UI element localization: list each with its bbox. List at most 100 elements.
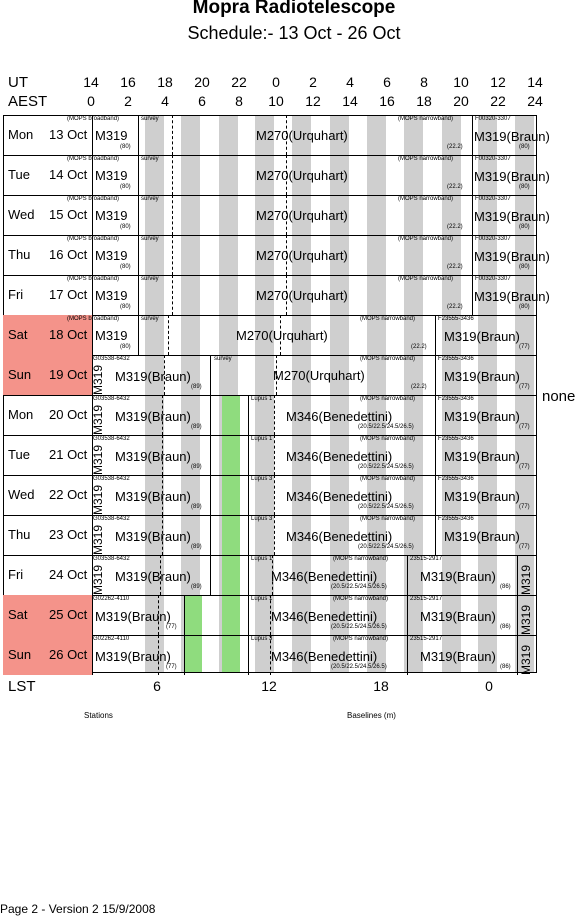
block-divider	[517, 635, 518, 675]
grey-band	[478, 115, 497, 673]
lst-dash	[158, 595, 159, 635]
source-label: F00320-3307	[475, 196, 511, 202]
row-divider	[3, 235, 537, 236]
lst-dash	[274, 515, 275, 555]
block-divider	[517, 595, 518, 635]
mops-narrowband-label: (MOPS narrowband)	[333, 556, 389, 562]
lst-dash	[162, 435, 163, 475]
m346-label: M346(Benedettini)	[286, 489, 393, 504]
row-divider	[3, 555, 537, 556]
block-divider	[407, 555, 408, 595]
source-label: G03538-6432	[93, 396, 130, 402]
m270-label: M270(Urquhart)	[256, 128, 348, 143]
block-divider	[472, 155, 473, 195]
block-divider	[248, 435, 249, 475]
lupus-label: Lupus 1	[251, 596, 273, 602]
m270-label: M270(Urquhart)	[273, 368, 365, 383]
block-divider	[138, 155, 139, 195]
block-divider	[472, 235, 473, 275]
day-name: Wed	[8, 207, 35, 222]
m319-braun-label: M319(Braun)	[115, 409, 191, 424]
day-label: Fri 17 Oct	[3, 275, 93, 315]
lst-tick: 12	[261, 678, 277, 694]
source-label: 23515-2917	[410, 556, 443, 562]
block-divider	[472, 115, 473, 155]
block-divider	[184, 635, 185, 675]
page-title: Mopra Radiotelescope	[192, 0, 396, 18]
stations-count: (80)	[120, 184, 131, 190]
stations-count: (77)	[519, 384, 530, 390]
baseline-label: (20.5/22.5/24.5/26.5)	[331, 584, 387, 590]
m319-vertical-label: M319	[91, 364, 105, 395]
survey-label: survey	[141, 156, 159, 162]
lst-dash	[286, 115, 287, 155]
mops-narrowband-label: (MOPS narrowband)	[398, 156, 454, 162]
aest-tick: 0	[87, 93, 95, 109]
source-label: F23555-3436	[438, 476, 474, 482]
block-divider	[248, 555, 249, 595]
m319-braun-label: M319(Braun)	[115, 449, 191, 464]
block-divider	[407, 635, 408, 675]
block-divider	[210, 475, 211, 515]
day-date: 26 Oct	[49, 647, 88, 662]
day-label: Sat 18 Oct	[3, 315, 93, 355]
source-label: F00320-3307	[475, 116, 511, 122]
ut-tick: 0	[272, 74, 280, 90]
block-divider	[138, 275, 139, 315]
block-divider	[472, 195, 473, 235]
lupus-label: Lupus 1	[251, 396, 273, 402]
source-label: G03538-6432	[93, 476, 130, 482]
day-name: Tue	[8, 167, 30, 182]
lst-dash	[274, 475, 275, 515]
m319-label: M319	[95, 168, 128, 183]
ut-tick: 20	[194, 74, 210, 90]
aest-tick: 18	[416, 93, 432, 109]
stations-count: (80)	[120, 344, 131, 350]
day-date: 21 Oct	[49, 447, 88, 462]
m270-label: M270(Urquhart)	[236, 328, 328, 343]
ut-tick: 22	[231, 74, 247, 90]
ut-tick: 10	[453, 74, 469, 90]
m319-vertical-label: M319	[519, 644, 533, 675]
day-name: Fri	[8, 567, 24, 582]
stations-count: (89)	[191, 464, 202, 470]
day-name: Sat	[8, 607, 28, 622]
day-name: Wed	[8, 487, 35, 502]
lupus-label: Lupus 3	[251, 516, 273, 522]
source-label: G02262-4110	[93, 636, 130, 642]
mops-narrowband-label: (MOPS narrowband)	[360, 516, 416, 522]
row-divider	[3, 155, 537, 156]
baseline-label: (22.2)	[447, 264, 463, 270]
block-divider	[248, 515, 249, 555]
baseline-label: (22.2)	[411, 344, 427, 350]
stations-label: Stations	[84, 711, 113, 720]
lst-dash	[164, 355, 165, 395]
stations-count: (89)	[191, 544, 202, 550]
lst-dash	[270, 635, 271, 675]
lst-dash	[172, 115, 173, 155]
day-label: Sun 19 Oct	[3, 355, 93, 395]
row-divider	[3, 435, 537, 436]
row-divider	[3, 275, 537, 276]
day-date: 14 Oct	[49, 167, 88, 182]
block-divider	[210, 555, 211, 595]
row-divider	[3, 355, 537, 356]
day-name: Sun	[8, 367, 32, 382]
day-label: Thu 16 Oct	[3, 235, 93, 275]
m319-braun-label: M319(Braun)	[420, 569, 496, 584]
day-date: 15 Oct	[49, 207, 88, 222]
footer-text: Page 2 - Version 2 15/9/2008	[0, 902, 156, 916]
source-label: G03538-6432	[93, 556, 130, 562]
m319-braun-label: M319(Braun)	[474, 289, 550, 304]
m319-label: M319	[95, 248, 128, 263]
schedule-grid: Mon 13 Oct Tue 14 Oct Wed 15 Oct Thu 16 Oct Fri 1…	[3, 115, 550, 675]
mops-narrowband-label: (MOPS narrowband)	[360, 476, 416, 482]
baseline-label: (20.5/22.5/24.5/26.5)	[331, 624, 387, 630]
day-label: Tue 21 Oct	[3, 435, 93, 475]
block-divider	[517, 555, 518, 595]
grey-band	[145, 115, 164, 673]
baseline-label: (22.2)	[447, 184, 463, 190]
m319-braun-label: M319(Braun)	[95, 649, 171, 664]
day-date: 13 Oct	[49, 127, 88, 142]
baseline-label: (20.5/22.5/24.5/26.5)	[358, 464, 414, 470]
